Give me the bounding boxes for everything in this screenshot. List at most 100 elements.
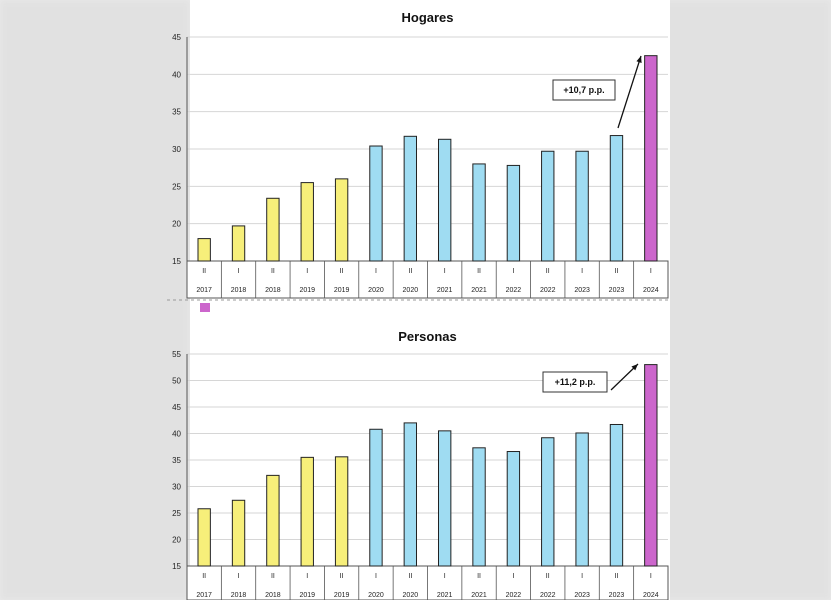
hogares-period-label: I — [306, 268, 308, 275]
personas-y-tick-label: 55 — [172, 350, 181, 359]
personas-year-label: 2024 — [643, 592, 659, 599]
hogares-period-label: I — [650, 268, 652, 275]
hogares-bar-2023-I — [575, 150, 589, 262]
personas-period-label: I — [444, 573, 446, 580]
hogares-period-label: I — [444, 268, 446, 275]
hogares-annotation-arrow — [617, 55, 642, 129]
personas-year-label: 2022 — [506, 592, 522, 599]
hogares-y-tick-label: 20 — [172, 220, 181, 229]
personas-bar-2019-II — [334, 456, 349, 567]
personas-period-label: I — [238, 573, 240, 580]
personas-period-label: I — [306, 573, 308, 580]
personas-bar-2019-I — [300, 456, 314, 567]
personas-y-tick-label: 25 — [172, 509, 181, 518]
hogares-year-label: 2024 — [643, 287, 659, 294]
hogares-chart-title: Hogares — [401, 10, 453, 25]
hogares-year-label: 2019 — [299, 287, 315, 294]
hogares-y-tick-label: 15 — [172, 257, 181, 266]
personas-y-tick-label: 15 — [172, 562, 181, 571]
personas-y-tick-label: 30 — [172, 483, 181, 492]
hogares-bar-2020-II — [403, 135, 418, 262]
hogares-bar-2019-II — [334, 178, 349, 262]
hogares-bar-2018-I — [231, 225, 246, 262]
hogares-bar-2021-I — [437, 138, 452, 262]
hogares-bar-2018-II — [266, 197, 280, 262]
hogares-year-label: 2022 — [506, 287, 522, 294]
personas-annotation-arrowhead — [631, 364, 638, 371]
hogares-year-label: 2021 — [437, 287, 453, 294]
personas-bar-2024-I — [644, 364, 658, 567]
personas-year-label: 2022 — [540, 592, 556, 599]
hogares-period-label: I — [375, 268, 377, 275]
personas-annotation-text: +11,2 p.p. — [555, 377, 596, 387]
hogares-period-label: II — [477, 268, 481, 275]
personas-bar-2022-II — [541, 437, 555, 567]
personas-bar-2022-I — [506, 451, 521, 567]
hogares-period-label: II — [340, 268, 344, 275]
hogares-period-label: I — [581, 268, 583, 275]
hogares-annotation-box — [552, 79, 616, 101]
hogares-annotation-arrowhead — [636, 56, 642, 63]
personas-y-tick-label: 20 — [172, 536, 181, 545]
personas-y-tick-label: 40 — [172, 430, 181, 439]
personas-y-tick-label: 50 — [172, 377, 181, 386]
hogares-annotation-text: +10,7 p.p. — [563, 85, 604, 95]
personas-period-label: I — [375, 573, 377, 580]
hogares-period-label: II — [271, 268, 275, 275]
hogares-year-label: 2017 — [196, 287, 212, 294]
personas-period-label: II — [340, 573, 344, 580]
blurred-right-region — [651, 0, 831, 600]
hogares-bar-2024-I — [644, 55, 658, 262]
personas-chart-title: Personas — [398, 329, 457, 344]
personas-year-label: 2021 — [471, 592, 487, 599]
hogares-year-label: 2023 — [574, 287, 590, 294]
personas-period-label: II — [477, 573, 481, 580]
personas-bar-2017-II — [197, 508, 211, 567]
hogares-y-tick-label: 30 — [172, 145, 181, 154]
hogares-bar-2017-II — [197, 238, 211, 262]
hogares-bar-2022-I — [506, 164, 521, 262]
personas-period-label: II — [615, 573, 619, 580]
hogares-year-label: 2021 — [471, 287, 487, 294]
hogares-bar-2021-II — [472, 163, 486, 262]
personas-y-tick-label: 35 — [172, 456, 181, 465]
personas-bar-2020-II — [403, 422, 418, 567]
personas-year-label: 2018 — [231, 592, 247, 599]
personas-year-label: 2021 — [437, 592, 453, 599]
personas-period-label: I — [581, 573, 583, 580]
personas-year-label: 2019 — [299, 592, 315, 599]
hogares-y-tick-label: 40 — [172, 70, 181, 79]
hogares-period-label: I — [238, 268, 240, 275]
hogares-bar-2023-II — [609, 135, 624, 262]
hogares-year-label: 2020 — [368, 287, 384, 294]
personas-bar-2023-I — [575, 432, 589, 567]
personas-bar-2018-II — [266, 474, 280, 567]
hogares-year-label: 2020 — [403, 287, 419, 294]
personas-period-label: II — [271, 573, 275, 580]
hogares-bar-2020-I — [369, 145, 383, 262]
hogares-y-tick-label: 25 — [172, 182, 181, 191]
personas-year-label: 2023 — [609, 592, 625, 599]
personas-year-label: 2017 — [196, 592, 212, 599]
personas-period-label: II — [546, 573, 550, 580]
hogares-year-label: 2022 — [540, 287, 556, 294]
hogares-period-label: II — [615, 268, 619, 275]
hogares-year-label: 2018 — [265, 287, 281, 294]
personas-annotation-box — [542, 371, 608, 393]
personas-bar-2023-II — [609, 423, 624, 567]
personas-year-label: 2018 — [265, 592, 281, 599]
personas-bar-2018-I — [231, 499, 246, 567]
personas-year-label: 2023 — [574, 592, 590, 599]
personas-year-label: 2020 — [368, 592, 384, 599]
hogares-year-label: 2018 — [231, 287, 247, 294]
personas-period-label: I — [512, 573, 514, 580]
hogares-y-tick-label: 45 — [172, 33, 181, 42]
hogares-year-label: 2023 — [609, 287, 625, 294]
personas-y-tick-label: 45 — [172, 403, 181, 412]
hogares-period-label: I — [512, 268, 514, 275]
personas-year-label: 2020 — [403, 592, 419, 599]
hogares-period-label: II — [408, 268, 412, 275]
legend-marker — [200, 303, 210, 312]
